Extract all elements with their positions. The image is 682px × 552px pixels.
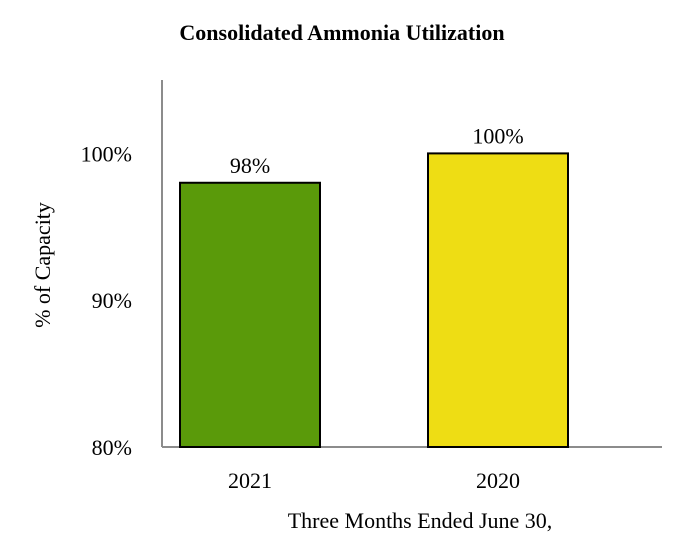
x-tick-labels: 2021 2020 — [228, 468, 520, 493]
data-label: 98% — [230, 153, 270, 178]
y-tick-label: 90% — [92, 288, 132, 313]
bars-layer — [179, 152, 569, 448]
data-labels: 98% 100% — [230, 123, 524, 177]
x-tick-label: 2020 — [476, 468, 520, 493]
x-tick-label: 2021 — [228, 468, 272, 493]
y-tick-label: 80% — [92, 435, 132, 460]
chart-title: Consolidated Ammonia Utilization — [179, 20, 504, 45]
bar-2020 — [427, 152, 569, 448]
y-tick-labels: 80% 90% 100% — [81, 141, 132, 460]
data-label: 100% — [472, 123, 523, 148]
bar-2021 — [179, 181, 321, 448]
y-tick-label: 100% — [81, 141, 132, 166]
x-axis-label: Three Months Ended June 30, — [288, 508, 553, 533]
y-axis-label: % of Capacity — [30, 202, 55, 328]
